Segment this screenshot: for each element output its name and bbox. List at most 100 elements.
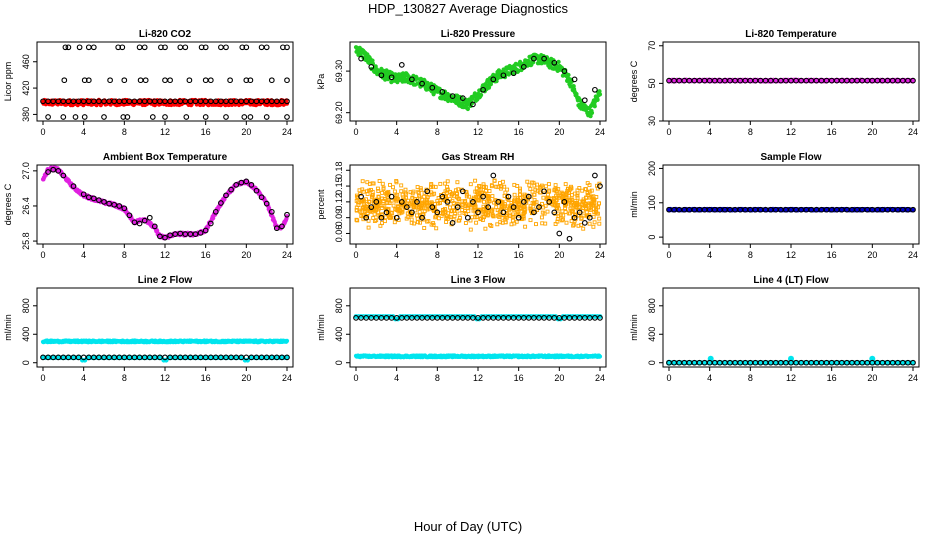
data-point xyxy=(406,215,411,220)
data-point xyxy=(415,213,419,218)
y-axis-label: ml/min xyxy=(316,314,326,341)
x-tick-label: 12 xyxy=(160,127,170,137)
x-tick-label: 20 xyxy=(554,250,564,260)
x-tick-label: 12 xyxy=(473,373,483,383)
data-point xyxy=(151,223,158,230)
x-tick-label: 0 xyxy=(353,127,358,137)
data-point xyxy=(414,199,420,205)
series-raw2 xyxy=(40,355,290,363)
y-tick-label: 0.06 xyxy=(334,225,344,243)
data-point xyxy=(459,95,466,101)
x-tick-label: 8 xyxy=(435,373,440,383)
data-point xyxy=(474,220,479,225)
data-point xyxy=(396,204,401,209)
data-point xyxy=(532,200,537,205)
data-point xyxy=(527,183,532,188)
data-point xyxy=(595,183,599,188)
data-point xyxy=(451,205,456,210)
y-axis-label: ml/min xyxy=(629,191,639,218)
data-point xyxy=(485,204,492,210)
x-tick-label: 20 xyxy=(554,373,564,383)
x-tick-label: 12 xyxy=(786,127,796,137)
data-point xyxy=(581,199,586,204)
data-point xyxy=(239,44,246,51)
data-point xyxy=(382,203,387,208)
data-point xyxy=(425,219,430,224)
data-point xyxy=(392,215,397,220)
y-tick-label: 200 xyxy=(647,161,657,176)
data-point xyxy=(439,89,446,95)
data-point xyxy=(76,44,83,51)
data-point xyxy=(567,198,572,202)
x-tick-label: 20 xyxy=(867,250,877,260)
data-point xyxy=(584,210,589,215)
data-point xyxy=(394,179,399,183)
data-point xyxy=(592,86,598,93)
data-point xyxy=(542,211,547,216)
data-point xyxy=(367,199,372,204)
data-point xyxy=(439,213,444,218)
data-point xyxy=(561,217,565,222)
x-tick-label: 24 xyxy=(282,250,292,260)
data-point xyxy=(539,215,544,220)
data-point xyxy=(531,55,537,62)
data-point xyxy=(365,192,370,196)
data-point xyxy=(121,205,128,212)
data-point xyxy=(490,76,497,83)
data-point xyxy=(535,182,539,187)
data-point xyxy=(434,226,439,231)
data-point xyxy=(581,226,586,231)
data-point xyxy=(466,194,471,199)
data-point xyxy=(529,194,534,199)
data-point xyxy=(578,98,583,103)
data-point xyxy=(586,214,593,221)
y-tick-label: 27.0 xyxy=(21,162,31,180)
data-point xyxy=(503,190,508,195)
data-point xyxy=(591,224,596,229)
data-point xyxy=(72,114,79,120)
data-point xyxy=(111,201,118,208)
data-point xyxy=(247,114,254,120)
x-tick-label: 12 xyxy=(473,250,483,260)
x-tick-label: 8 xyxy=(122,250,127,260)
data-point xyxy=(360,179,365,184)
x-tick-label: 8 xyxy=(748,127,753,137)
data-point xyxy=(263,200,270,207)
data-point xyxy=(96,197,102,203)
data-point xyxy=(591,201,596,205)
data-point xyxy=(443,211,448,216)
data-point xyxy=(223,192,229,199)
x-tick-label: 8 xyxy=(435,250,440,260)
data-point xyxy=(417,209,422,214)
data-point xyxy=(479,92,484,98)
data-point xyxy=(588,114,593,119)
data-point xyxy=(553,211,558,216)
data-point xyxy=(559,190,564,195)
data-point xyxy=(62,44,69,51)
x-tick-label: 24 xyxy=(282,373,292,383)
data-point xyxy=(263,114,270,120)
data-point xyxy=(587,183,592,188)
data-point xyxy=(591,197,596,202)
series-raw xyxy=(40,338,290,345)
data-point xyxy=(425,207,430,212)
data-point xyxy=(162,77,168,84)
data-point xyxy=(530,180,535,185)
data-point xyxy=(473,178,478,183)
x-tick-label: 12 xyxy=(473,127,483,137)
data-point xyxy=(247,77,254,84)
data-point xyxy=(534,222,538,227)
data-point xyxy=(464,192,469,197)
data-point xyxy=(457,218,462,223)
data-point xyxy=(449,93,456,99)
data-point xyxy=(579,222,584,227)
data-point xyxy=(597,183,603,189)
data-point xyxy=(383,209,390,216)
data-point xyxy=(546,199,553,205)
data-point xyxy=(279,223,285,230)
data-point xyxy=(85,44,92,51)
data-point xyxy=(380,190,385,195)
data-point xyxy=(149,114,156,120)
